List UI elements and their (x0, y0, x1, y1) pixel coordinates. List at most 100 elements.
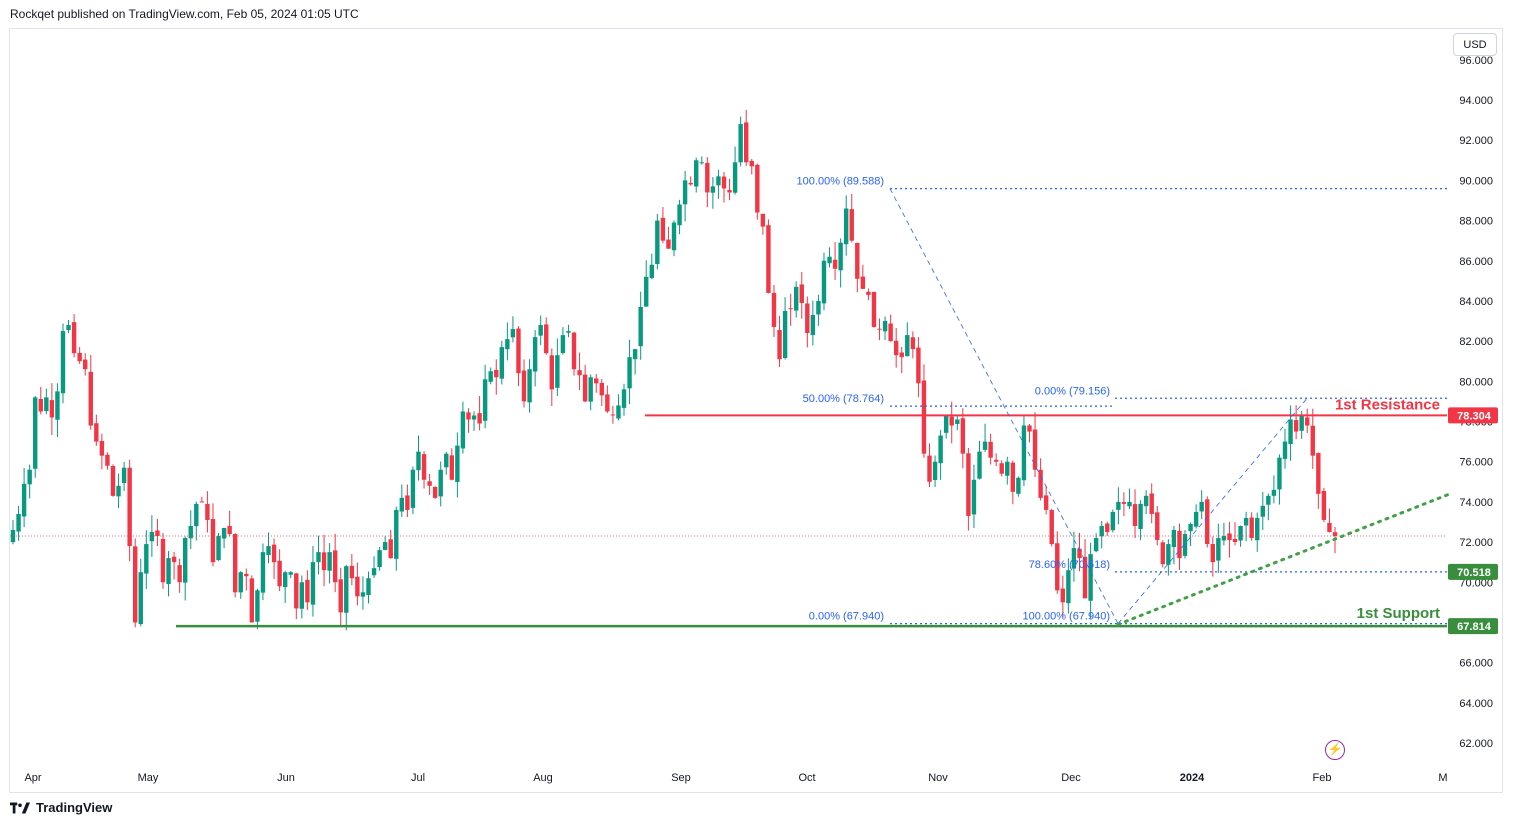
candle (688, 176, 693, 186)
candle (638, 291, 643, 360)
candle (594, 374, 599, 393)
candle (1105, 521, 1110, 536)
x-tick-label: Nov (928, 772, 948, 784)
candle (238, 571, 243, 599)
candle (560, 327, 566, 355)
candle (1205, 496, 1210, 548)
candle (899, 346, 904, 374)
candle (744, 109, 749, 166)
candle (727, 178, 732, 201)
x-tick-label: Sep (671, 772, 691, 784)
candle (27, 464, 32, 499)
candle (1177, 523, 1182, 571)
candle (216, 532, 221, 561)
candle (1110, 509, 1116, 533)
candle (755, 163, 760, 220)
price-tag-label: 70.518 (1457, 567, 1491, 579)
fib-label: 0.00% (79.156) (1035, 385, 1110, 397)
price-tag-label: 67.814 (1457, 621, 1492, 633)
candle (1099, 520, 1104, 549)
candle (344, 564, 349, 631)
candle (77, 346, 82, 364)
fib-label: 100.00% (89.588) (797, 176, 884, 188)
candle (455, 432, 460, 498)
candle (588, 374, 593, 411)
candle (832, 242, 838, 281)
fib-diagonal-1 (889, 188, 1119, 624)
candle (999, 460, 1004, 477)
candle (871, 291, 877, 328)
candle (605, 385, 610, 414)
candle (988, 433, 993, 465)
candle (749, 159, 754, 175)
x-tick-label: Jul (411, 772, 425, 784)
x-tick-label: Jun (277, 772, 295, 784)
fib-diagonal-2 (1117, 398, 1308, 624)
y-tick-label: 82.000 (1459, 336, 1493, 348)
candle (494, 359, 499, 395)
candle (677, 199, 682, 235)
candle (1293, 405, 1299, 440)
candle (1149, 483, 1154, 524)
candle (349, 554, 355, 586)
candle (299, 575, 305, 619)
y-tick-label: 62.000 (1459, 738, 1493, 750)
candle (477, 395, 482, 431)
x-tick-label: Oct (798, 772, 815, 784)
candle (99, 433, 105, 470)
alert-bolt-icon[interactable]: ⚡ (1325, 740, 1345, 760)
candle (33, 396, 38, 478)
fib-label: 78.60% (70.518) (1029, 559, 1110, 571)
y-tick-label: 74.000 (1459, 497, 1493, 509)
y-tick-label: 92.000 (1459, 135, 1493, 147)
candle (244, 568, 249, 591)
tradingview-logo: TradingView (10, 800, 112, 815)
candle (210, 503, 216, 567)
candle (627, 339, 632, 405)
candle (83, 353, 88, 376)
candle (1271, 475, 1277, 504)
candle (949, 401, 954, 444)
candle (355, 562, 360, 606)
y-tick-label: 72.000 (1459, 537, 1493, 549)
candle (1188, 522, 1193, 547)
candle (921, 364, 927, 458)
x-tick-label: Feb (1313, 772, 1332, 784)
candle (1277, 454, 1282, 505)
candle (788, 293, 793, 326)
candle (716, 169, 721, 199)
candle (516, 326, 521, 387)
candle (1077, 532, 1082, 572)
candle (438, 461, 443, 507)
candle (1166, 539, 1171, 576)
candle (866, 288, 871, 301)
candle (482, 364, 488, 429)
candle (1032, 412, 1038, 478)
price-tag-label: 78.304 (1457, 410, 1492, 422)
candle (166, 551, 171, 597)
candle (10, 519, 16, 545)
candle (255, 588, 260, 629)
candle (277, 549, 282, 592)
candle (310, 545, 316, 617)
candle (827, 247, 832, 268)
candle (738, 116, 743, 167)
candle (1327, 508, 1332, 533)
candle (1005, 456, 1010, 485)
candle (799, 271, 804, 319)
candle (1316, 452, 1321, 509)
rising-trendline[interactable] (1116, 492, 1452, 626)
candle (721, 172, 727, 203)
candle (694, 157, 699, 193)
candle (1266, 493, 1271, 521)
currency-button[interactable]: USD (1453, 33, 1497, 56)
x-tick-label: Aug (533, 772, 553, 784)
candle (777, 315, 782, 367)
candle (1088, 542, 1093, 619)
candle (1082, 539, 1088, 599)
candle (599, 379, 604, 406)
candle (632, 349, 638, 375)
candle (327, 543, 332, 584)
candle (138, 558, 143, 627)
